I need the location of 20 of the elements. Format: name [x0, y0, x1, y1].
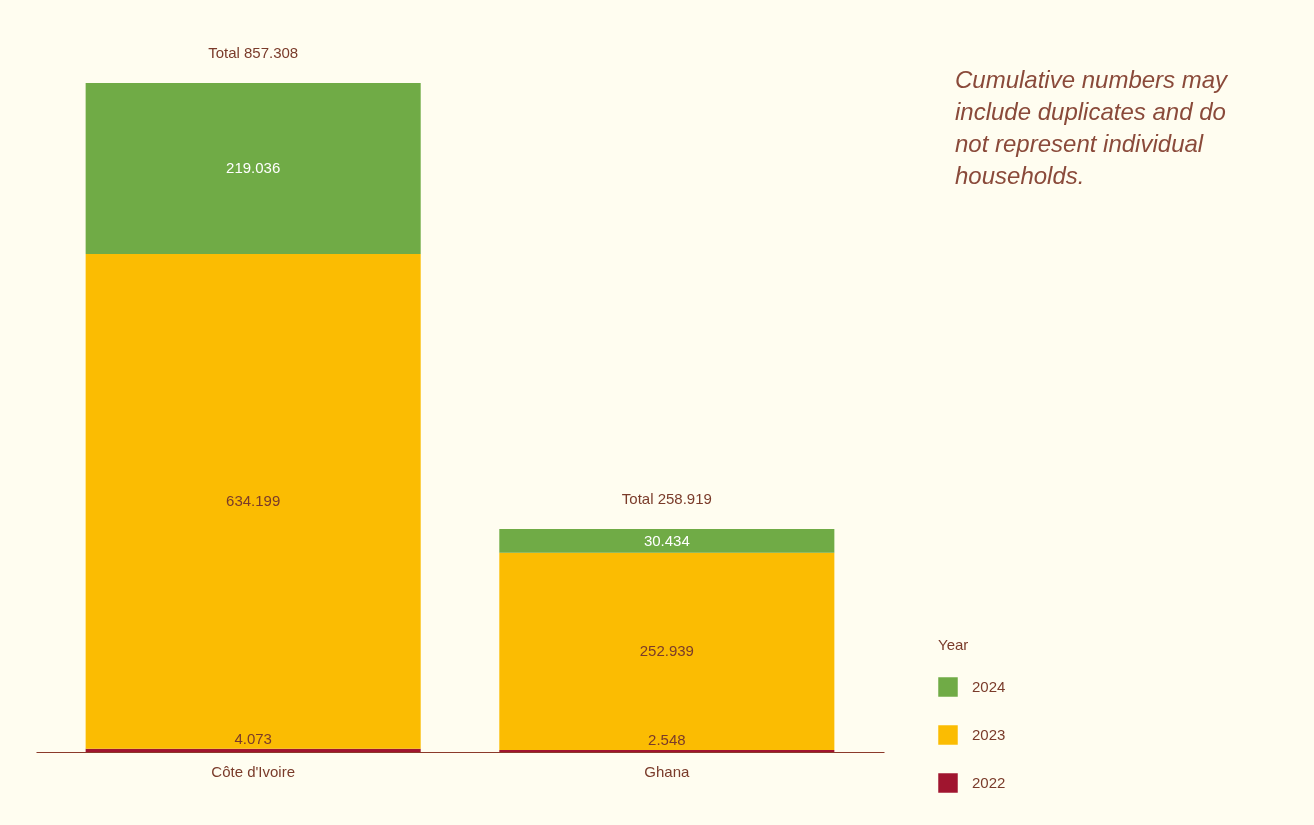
data-label: 30.434: [643, 531, 690, 549]
legend-label: 2023: [972, 726, 1006, 743]
text: Cumulative numbers may include duplicates and do not represent individual households.: [955, 65, 1229, 191]
bar: [85, 748, 421, 752]
bar: [85, 83, 421, 254]
x-tick-label: Côte d'Ivoire: [211, 762, 296, 780]
bar: [499, 552, 835, 751]
total-label: Total 857.308: [208, 44, 299, 61]
bar: [499, 528, 835, 553]
total-label: Total 258.919: [621, 489, 712, 507]
data-label: 2.548: [648, 731, 686, 749]
legend-title: Year: [938, 636, 969, 653]
legend-label: 2024: [972, 678, 1006, 695]
data-label: 4.073: [234, 729, 272, 747]
legend-label: 2022: [972, 774, 1006, 791]
x-tick-label: Ghana: [644, 762, 690, 780]
data-label: 219.036: [226, 159, 281, 177]
bar: [85, 253, 421, 749]
data-label: 634.199: [226, 492, 281, 510]
data-label: 252.939: [639, 642, 694, 660]
